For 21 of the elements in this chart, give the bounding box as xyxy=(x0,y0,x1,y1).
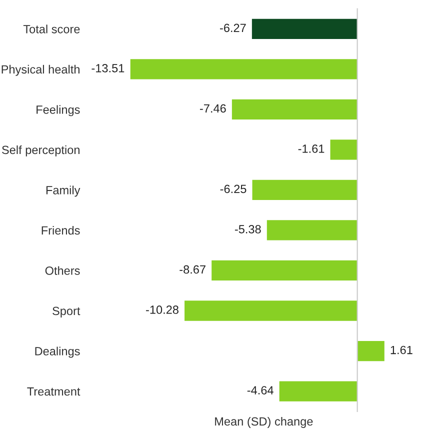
y-tick-label: Dealings xyxy=(35,346,80,358)
y-tick-label: Friends xyxy=(42,226,80,235)
data-label: -10.28 xyxy=(146,306,178,314)
data-label: -1.61 xyxy=(298,144,324,153)
data-label: -13.51 xyxy=(92,64,124,72)
data-label: -6.27 xyxy=(220,24,246,32)
y-tick-label: Others xyxy=(45,266,80,275)
data-label: -4.64 xyxy=(247,386,274,394)
x-axis-title: Mean (SD) change xyxy=(215,416,313,428)
y-tick-label: Total score xyxy=(23,24,80,34)
y-tick-label: Feelings xyxy=(36,105,80,116)
data-label: -7.46 xyxy=(200,104,226,113)
y-tick-label: Family xyxy=(46,186,80,197)
y-tick-label: Sport xyxy=(52,306,80,318)
y-tick-label: Physical health xyxy=(2,64,80,76)
data-label: 1.61 xyxy=(390,346,412,354)
data-label: -5.38 xyxy=(234,225,261,234)
data-label: -6.25 xyxy=(220,184,246,194)
y-tick-label: Self perception xyxy=(2,145,80,156)
y-tick-label: Treatment xyxy=(27,387,80,396)
data-label: -8.67 xyxy=(180,265,206,274)
